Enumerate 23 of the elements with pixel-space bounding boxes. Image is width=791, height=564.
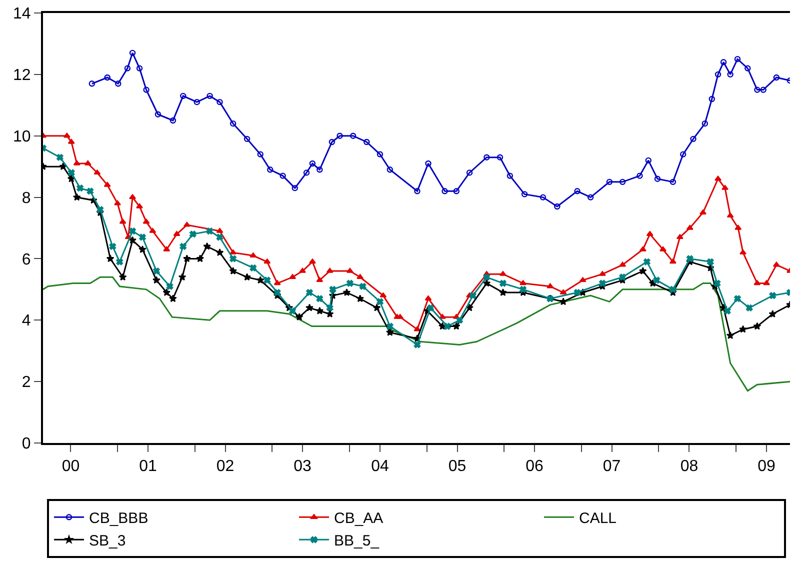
x-tick-label: 08 bbox=[680, 458, 698, 476]
x-tick-label: 05 bbox=[448, 458, 466, 476]
x-tick-label: 04 bbox=[371, 458, 389, 476]
y-tick-label: 12 bbox=[13, 67, 31, 84]
x-tick-label: 00 bbox=[62, 458, 80, 476]
y-tick-label: 10 bbox=[13, 128, 31, 146]
x-tick-label: 02 bbox=[216, 458, 234, 476]
x-tick-label: 01 bbox=[139, 458, 157, 476]
legend-label: CALL bbox=[579, 510, 617, 527]
x-tick-label: 07 bbox=[602, 458, 621, 476]
legend-label: BB_5_ bbox=[334, 532, 380, 550]
legend-label: CB_AA bbox=[334, 510, 384, 527]
y-tick-label: 6 bbox=[22, 251, 31, 268]
x-tick-label: 09 bbox=[758, 458, 776, 476]
x-tick-label: 06 bbox=[526, 458, 544, 476]
y-tick-label: 0 bbox=[22, 436, 31, 453]
x-tick-label: 03 bbox=[294, 458, 312, 476]
y-tick-label: 2 bbox=[22, 374, 31, 392]
y-tick-label: 4 bbox=[22, 312, 31, 330]
legend-label: CB_BBB bbox=[89, 510, 148, 527]
y-tick-label: 8 bbox=[22, 190, 31, 207]
y-tick-label: 14 bbox=[13, 6, 31, 23]
legend-label: SB_3 bbox=[89, 532, 126, 550]
